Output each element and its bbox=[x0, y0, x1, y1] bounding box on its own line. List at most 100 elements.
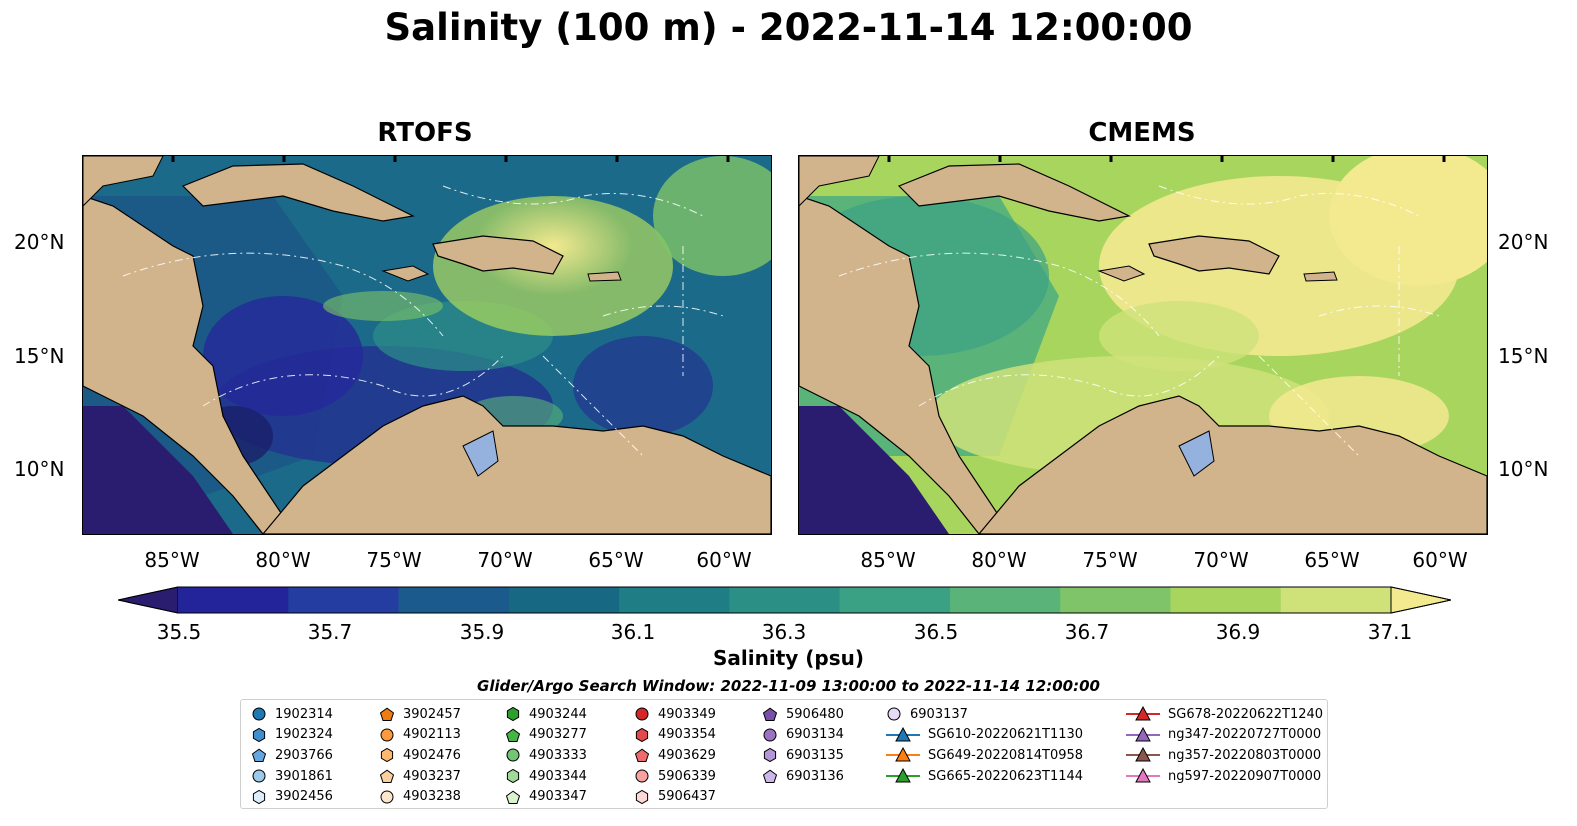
legend-item-label: 4903354 bbox=[658, 727, 716, 743]
pentagon-marker-icon bbox=[379, 707, 395, 722]
legend-column: 4903349 4903354 4903629 5906339 5906437 bbox=[634, 704, 716, 807]
legend-item-label: 6903134 bbox=[786, 727, 844, 743]
legend-item: 5906339 bbox=[634, 766, 716, 787]
legend-item: 4903349 bbox=[634, 704, 716, 725]
legend-item: 4903354 bbox=[634, 725, 716, 746]
legend-item: 4902113 bbox=[379, 725, 461, 746]
pentagon-marker-icon bbox=[762, 707, 778, 722]
legend-item-label: SG610-20220621T1130 bbox=[928, 727, 1084, 743]
triangle-marker-icon bbox=[886, 747, 920, 762]
legend-item: 3901861 bbox=[251, 766, 333, 787]
legend: 1902314 1902324 2903766 3901861 3902456 39024… bbox=[240, 699, 1328, 809]
legend-item: 1902324 bbox=[251, 725, 333, 746]
colorbar-tick: 35.5 bbox=[156, 620, 202, 644]
legend-item: SG678-20220622T1240 bbox=[1126, 704, 1323, 725]
colorbar-segment bbox=[619, 587, 730, 613]
colorbar-tick: 36.3 bbox=[761, 620, 807, 644]
legend-item: ng597-20220907T0000 bbox=[1126, 766, 1323, 787]
colorbar-tick: 36.7 bbox=[1064, 620, 1110, 644]
lon-label: 60°W bbox=[1412, 548, 1468, 572]
hexagon-marker-icon bbox=[635, 789, 649, 804]
colorbar-segment bbox=[288, 587, 400, 613]
legend-item: SG610-20220621T1130 bbox=[886, 725, 1083, 746]
colorbar-segment bbox=[1280, 587, 1392, 613]
legend-item-label: ng347-20220727T0000 bbox=[1168, 727, 1322, 743]
legend-item: SG649-20220814T0958 bbox=[886, 745, 1083, 766]
legend-item-label: SG649-20220814T0958 bbox=[928, 747, 1084, 763]
lon-label: 60°W bbox=[696, 548, 752, 572]
rtofs-map bbox=[82, 155, 772, 535]
colorbar-segment bbox=[508, 587, 620, 613]
legend-item-label: 4903349 bbox=[658, 706, 716, 722]
legend-item-label: SG678-20220622T1240 bbox=[1168, 706, 1324, 722]
colorbar-extend-high bbox=[1390, 586, 1451, 614]
triangle-marker-icon bbox=[1126, 726, 1160, 742]
legend-item: ng357-20220803T0000 bbox=[1126, 745, 1323, 766]
pentagon-marker-icon bbox=[762, 769, 778, 784]
legend-item: 4903237 bbox=[379, 766, 461, 787]
hexagon-marker-icon bbox=[252, 789, 266, 804]
triangle-marker-icon bbox=[1126, 768, 1160, 783]
legend-item-label: 4903629 bbox=[658, 747, 716, 763]
legend-column: SG678-20220622T1240 ng347-20220727T0000 ng… bbox=[1126, 704, 1323, 786]
circle-marker-icon bbox=[380, 728, 394, 742]
legend-item: 4903344 bbox=[505, 766, 587, 787]
colorbar-segment bbox=[1170, 587, 1282, 613]
legend-item: 4903333 bbox=[505, 745, 587, 766]
legend-item-label: 5906480 bbox=[786, 706, 844, 722]
circle-marker-icon bbox=[380, 790, 394, 804]
legend-item-label: 6903137 bbox=[910, 706, 968, 722]
colorbar-tick: 36.9 bbox=[1215, 620, 1261, 644]
legend-item-label: ng357-20220803T0000 bbox=[1168, 747, 1322, 763]
lat-label-left: 15°N bbox=[14, 344, 65, 368]
lon-label: 70°W bbox=[477, 548, 533, 572]
hexagon-marker-icon bbox=[506, 769, 520, 784]
legend-item-label: 5906339 bbox=[658, 768, 716, 784]
lon-label: 70°W bbox=[1193, 548, 1249, 572]
legend-item: 5906437 bbox=[634, 786, 716, 807]
lat-label-right: 20°N bbox=[1498, 230, 1549, 254]
legend-column: 6903137 SG610-20220621T1130 SG649-20220814… bbox=[886, 704, 1083, 786]
figure-title: Salinity (100 m) - 2022-11-14 12:00:00 bbox=[384, 6, 1193, 49]
legend-column: 4903244 4903277 4903333 4903344 4903347 bbox=[505, 704, 587, 807]
legend-column: 1902314 1902324 2903766 3901861 3902456 bbox=[251, 704, 333, 807]
legend-item: 3902456 bbox=[251, 786, 333, 807]
colorbar-segment bbox=[178, 587, 289, 613]
legend-item: 5906480 bbox=[762, 704, 844, 725]
hexagon-marker-icon bbox=[380, 748, 394, 763]
colorbar-tick: 35.9 bbox=[459, 620, 505, 644]
hexagon-marker-icon bbox=[506, 707, 520, 722]
triangle-marker-icon bbox=[886, 726, 920, 742]
colorbar bbox=[118, 586, 1451, 614]
circle-marker-icon bbox=[887, 707, 901, 721]
colorbar-segment bbox=[949, 587, 1061, 613]
legend-item-label: 3902456 bbox=[275, 789, 333, 805]
colorbar-tick: 36.5 bbox=[913, 620, 959, 644]
legend-item: 6903135 bbox=[762, 745, 844, 766]
legend-item-label: 3902457 bbox=[403, 706, 461, 722]
legend-item-label: 4903344 bbox=[529, 768, 587, 784]
legend-item-label: 4903333 bbox=[529, 747, 587, 763]
legend-title: Glider/Argo Search Window: 2022-11-09 13… bbox=[477, 677, 1100, 695]
legend-item-label: 4903238 bbox=[403, 789, 461, 805]
colorbar-label: Salinity (psu) bbox=[712, 646, 864, 670]
colorbar-tick: 36.1 bbox=[610, 620, 656, 644]
legend-item-label: 1902314 bbox=[275, 706, 333, 722]
lat-label-left: 10°N bbox=[14, 457, 65, 481]
legend-item-label: 4902113 bbox=[403, 727, 461, 743]
colorbar-tick: 37.1 bbox=[1367, 620, 1413, 644]
rtofs-panel-title: RTOFS bbox=[377, 118, 473, 148]
cmems-map bbox=[798, 155, 1488, 535]
legend-item-label: 4903347 bbox=[529, 789, 587, 805]
legend-item-label: 5906437 bbox=[658, 789, 716, 805]
legend-column: 5906480 6903134 6903135 6903136 bbox=[762, 704, 844, 786]
colorbar-segment bbox=[398, 587, 510, 613]
legend-item: 6903136 bbox=[762, 766, 844, 787]
legend-item: 6903137 bbox=[886, 704, 1083, 725]
circle-marker-icon bbox=[252, 769, 266, 783]
lon-label: 85°W bbox=[144, 548, 200, 572]
legend-item: SG665-20220623T1144 bbox=[886, 766, 1083, 787]
legend-item-label: SG665-20220623T1144 bbox=[928, 768, 1084, 784]
lat-label-right: 15°N bbox=[1498, 344, 1549, 368]
legend-item: 1902314 bbox=[251, 704, 333, 725]
